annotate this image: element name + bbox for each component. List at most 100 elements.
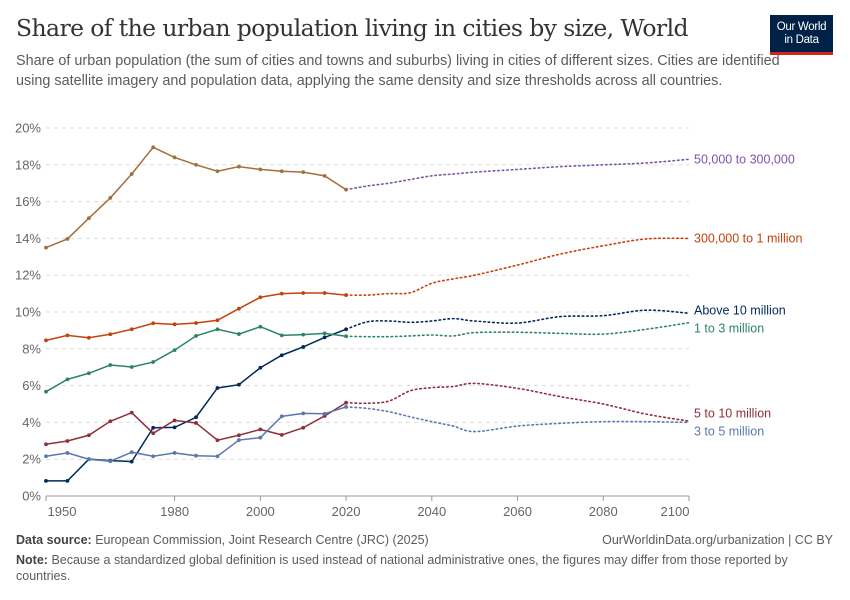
data-point xyxy=(172,451,177,455)
data-source-label: Data source: xyxy=(16,533,92,547)
data-point xyxy=(86,335,91,340)
data-point xyxy=(301,345,306,349)
projection-line xyxy=(345,406,690,433)
data-point xyxy=(301,425,306,430)
data-point xyxy=(322,173,327,178)
chart-subtitle: Share of urban population (the sum of ci… xyxy=(16,53,780,89)
data-point xyxy=(237,306,241,311)
data-point xyxy=(279,169,284,174)
data-point xyxy=(215,454,220,459)
data-point xyxy=(129,450,134,455)
data-point xyxy=(215,386,220,390)
data-point xyxy=(344,293,348,297)
series-1-to-3-million: 1 to 3 million xyxy=(44,322,764,394)
logo-line-1: Our World xyxy=(776,20,827,33)
data-point xyxy=(151,321,156,326)
data-point xyxy=(215,327,220,332)
data-point xyxy=(279,291,284,296)
note-text: Because a standardized global definition… xyxy=(16,553,788,583)
data-point xyxy=(279,353,284,358)
data-point xyxy=(258,435,263,440)
data-point xyxy=(279,433,284,437)
owid-logo[interactable]: Our World in Data xyxy=(770,15,833,55)
data-point xyxy=(108,419,113,424)
data-point xyxy=(258,427,263,432)
data-point xyxy=(151,454,156,459)
data-point xyxy=(194,415,198,420)
y-tick-label: 0% xyxy=(22,489,41,504)
series-5-to-10-million: 5 to 10 million xyxy=(44,382,771,447)
y-tick-label: 12% xyxy=(15,268,41,283)
projection-line xyxy=(345,382,690,422)
data-point xyxy=(65,333,70,338)
data-point xyxy=(108,196,113,200)
data-point xyxy=(44,245,48,250)
data-point xyxy=(86,371,91,376)
logo-line-2: in Data xyxy=(784,33,819,46)
series-label: 3 to 5 million xyxy=(694,425,764,439)
data-point xyxy=(344,400,348,405)
x-tick-label: 2060 xyxy=(503,504,532,519)
series-label: 300,000 to 1 million xyxy=(694,232,802,246)
data-point xyxy=(65,377,70,382)
projection-line xyxy=(345,321,690,338)
data-point xyxy=(44,454,48,459)
data-point xyxy=(172,155,177,160)
data-point xyxy=(129,327,134,332)
x-tick-label: 2000 xyxy=(246,504,275,519)
data-point xyxy=(151,145,156,150)
x-tick-label: 2040 xyxy=(417,504,446,519)
data-point xyxy=(215,438,220,443)
data-point xyxy=(279,333,284,338)
data-point xyxy=(194,321,198,325)
data-point xyxy=(65,439,70,443)
data-point xyxy=(86,216,91,221)
data-point xyxy=(65,451,70,455)
data-source-text: European Commission, Joint Research Cent… xyxy=(95,533,429,547)
data-point xyxy=(194,453,198,458)
series-label: 50,000 to 300,000 xyxy=(694,153,795,167)
data-point xyxy=(108,332,113,337)
x-tick-label: 2020 xyxy=(332,504,361,519)
data-point xyxy=(301,411,306,416)
chart-title: Share of the urban population living in … xyxy=(16,14,689,42)
historical-line xyxy=(46,328,347,482)
y-tick-label: 8% xyxy=(22,341,41,356)
data-point xyxy=(301,170,306,175)
y-tick-label: 14% xyxy=(15,231,41,246)
data-point xyxy=(44,442,48,447)
data-point xyxy=(44,479,48,483)
data-point xyxy=(322,331,327,336)
data-point xyxy=(151,360,156,364)
data-point xyxy=(172,425,177,430)
data-point xyxy=(301,332,306,337)
y-tick-label: 2% xyxy=(22,452,41,467)
data-point xyxy=(237,438,241,442)
data-point xyxy=(344,327,348,332)
data-point xyxy=(215,318,220,323)
series-label: 5 to 10 million xyxy=(694,407,771,421)
projection-line xyxy=(345,237,690,296)
data-point xyxy=(86,457,91,462)
data-point xyxy=(237,382,241,387)
data-point xyxy=(194,162,198,167)
data-point xyxy=(86,433,91,438)
data-point xyxy=(108,363,113,367)
data-point xyxy=(108,459,113,464)
x-tick-label: 2080 xyxy=(589,504,618,519)
data-point xyxy=(344,334,348,339)
data-point xyxy=(322,411,327,416)
data-point xyxy=(151,431,156,436)
data-point xyxy=(322,291,327,295)
historical-line xyxy=(45,146,347,249)
projection-line xyxy=(345,158,690,191)
source-url-link[interactable]: OurWorldinData.org/urbanization | CC BY xyxy=(602,533,833,547)
series-3-to-5-million: 3 to 5 million xyxy=(44,405,764,464)
series-300-000-to-1-million: 300,000 to 1 million xyxy=(44,232,802,343)
data-point xyxy=(279,414,284,419)
y-tick-label: 20% xyxy=(15,121,41,136)
data-point xyxy=(344,187,348,192)
x-tick-label: 1980 xyxy=(160,504,189,519)
data-point xyxy=(172,418,177,423)
note-label: Note: xyxy=(16,553,48,567)
